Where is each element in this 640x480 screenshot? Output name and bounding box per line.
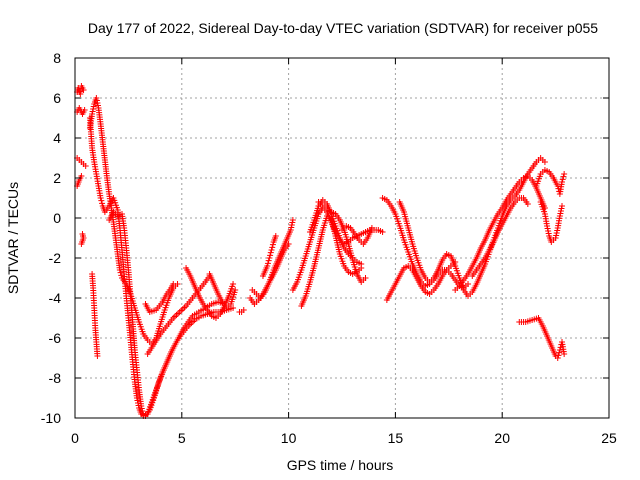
data-point [555,352,562,359]
x-tick-label: 15 [388,430,404,446]
y-tick-label: 4 [53,130,61,146]
data-point [80,87,87,93]
data-point [559,176,566,183]
y-tick-label: -4 [49,290,62,306]
y-tick-label: 8 [53,50,61,66]
data-point [230,281,237,287]
data-point [368,225,375,231]
data-point [267,252,274,259]
x-tick-label: 10 [281,430,297,446]
series-arc-ac [533,167,568,197]
x-tick-label: 5 [178,430,186,446]
series-arc-b [74,105,88,117]
series-arc-g [86,95,181,347]
series-arc-i [106,209,237,419]
data-point [272,233,279,239]
data-point [289,217,296,223]
series-arc-v [339,223,375,247]
data-point [556,347,563,353]
y-tick-label: 0 [53,210,61,226]
series-arc-j [142,281,177,315]
series-arc-f [89,271,101,359]
data-point [232,287,239,293]
y-axis-label: SDTVAR / TECUs [5,182,21,294]
chart-title: Day 177 of 2022, Sidereal Day-to-day VTE… [88,20,598,36]
data-point [266,255,273,261]
data-point [379,229,386,235]
data-point [285,241,292,247]
data-point [230,305,237,311]
data-point [465,281,472,287]
data-point [240,307,247,313]
y-tick-label: -2 [49,250,62,266]
data-point [541,159,548,165]
data-point [556,349,563,356]
series-arc-ab [537,199,566,245]
data-point [82,163,89,169]
plot-frame [74,57,610,419]
data-points [74,83,568,419]
data-point [561,351,568,357]
data-point [116,267,123,273]
x-tick-label: 20 [494,430,510,446]
series-arc-aa [469,195,531,279]
data-point [98,197,105,204]
data-point [94,353,101,359]
series-arc-m [206,271,239,311]
series-arc-u [315,199,369,285]
y-tick-label: -8 [49,370,62,386]
series-arc-p [247,241,292,307]
data-point [117,269,124,276]
series-arc-ad [516,315,568,361]
data-point [264,263,271,269]
axis-ticks [74,57,610,419]
data-point [81,107,88,113]
data-point [170,281,177,287]
data-point [265,257,272,264]
data-point [559,203,566,209]
data-point [99,200,106,207]
data-point [559,179,566,185]
data-point [362,275,369,281]
series-arc-n [236,307,247,315]
series-arc-e [78,231,87,247]
series-arc-l [144,273,213,357]
data-point [554,183,561,189]
data-point [524,201,531,207]
data-point [264,260,271,267]
data-point [358,261,365,267]
data-point [118,272,125,279]
tick-labels: 0 5 10 15 20 25 -10 -8 -6 -4 -2 0 2 4 6 8 [41,50,617,446]
x-axis-label: GPS time / hours [287,457,394,473]
data-point [97,195,104,201]
y-tick-label: 6 [53,90,61,106]
y-tick-label: -6 [49,330,62,346]
y-tick-label: -10 [41,410,61,426]
data-point [560,173,567,180]
data-point [267,249,274,256]
data-point [268,247,275,253]
data-point [78,241,85,247]
data-point [561,171,568,177]
x-tick-label: 25 [601,430,617,446]
data-point [554,355,561,361]
series-arc-q [259,233,279,279]
data-point [269,241,276,248]
y-tick-label: 2 [53,170,61,186]
series-arc-z [452,173,548,293]
data-point [269,244,276,251]
x-tick-label: 0 [71,430,79,446]
data-point [78,173,85,179]
